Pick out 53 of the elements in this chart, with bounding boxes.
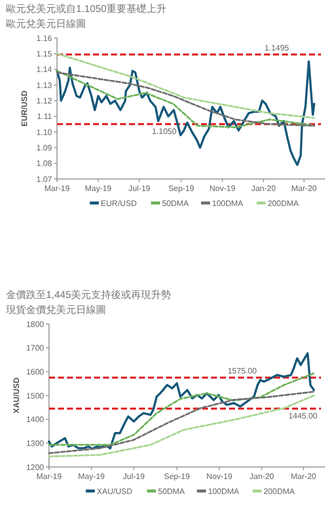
legend-label: 100DMA bbox=[212, 198, 244, 208]
y-tick-label: 1.07 bbox=[36, 174, 53, 184]
y-axis-title: XAU/USD bbox=[12, 377, 21, 414]
y-tick-label: 1.08 bbox=[36, 159, 53, 168]
chart-title: 金價跌至1,445美元支持後或再現升勢 bbox=[6, 289, 172, 301]
ref-line-label: 1.1050 bbox=[152, 127, 177, 136]
y-tick-label: 1.14 bbox=[36, 65, 53, 74]
x-tick-label: Sep-19 bbox=[164, 472, 190, 481]
ref-line-label: 1445.00 bbox=[288, 412, 318, 421]
x-tick-label: Mar-19 bbox=[44, 184, 70, 193]
y-tick-label: 1.09 bbox=[36, 143, 53, 152]
y-tick-label: 1200 bbox=[26, 462, 45, 472]
y-tick-label: 1800 bbox=[26, 320, 45, 329]
legend-label: EUR/USD bbox=[100, 198, 138, 208]
x-tick-label: May-19 bbox=[84, 184, 112, 193]
line-series bbox=[48, 352, 315, 450]
x-tick-label: Nov-19 bbox=[209, 184, 236, 193]
legend-label: 50DMA bbox=[162, 198, 190, 208]
x-tick-label: Mar-20 bbox=[291, 184, 318, 193]
y-tick-label: 1.13 bbox=[36, 80, 53, 90]
x-tick-label: Mar-19 bbox=[36, 472, 62, 481]
x-tick-label: Jul-19 bbox=[122, 472, 146, 481]
y-tick-label: 1600 bbox=[26, 367, 45, 376]
line-series bbox=[56, 52, 316, 119]
line-series bbox=[48, 372, 315, 446]
line-series bbox=[56, 60, 316, 166]
legend-label: 100DMA bbox=[208, 486, 240, 496]
y-tick-label: 1700 bbox=[26, 344, 45, 353]
legend-label: XAU/USD bbox=[96, 486, 133, 496]
y-tick-label: 1400 bbox=[26, 415, 45, 424]
y-tick-label: 1500 bbox=[26, 391, 45, 400]
legend-label: 50DMA bbox=[158, 486, 186, 496]
x-tick-label: Sep-19 bbox=[168, 184, 195, 193]
y-axis-title: EUR/USD bbox=[20, 90, 29, 127]
y-tick-label: 1300 bbox=[26, 438, 45, 448]
legend-label: 200DMA bbox=[264, 486, 296, 496]
x-tick-label: Jul-19 bbox=[128, 184, 151, 193]
x-tick-label: Nov-19 bbox=[206, 472, 233, 481]
legend-label: 200DMA bbox=[268, 198, 300, 208]
x-tick-label: May-19 bbox=[78, 472, 106, 481]
ref-line-label: 1.1495 bbox=[264, 43, 290, 52]
y-tick-label: 1.10 bbox=[36, 128, 53, 137]
x-tick-label: Jan-20 bbox=[250, 472, 275, 481]
ref-line-label: 1575.00 bbox=[228, 366, 258, 376]
y-tick-label: 1.12 bbox=[36, 96, 53, 106]
y-tick-label: 1.11 bbox=[37, 112, 53, 122]
y-tick-label: 1.16 bbox=[36, 34, 53, 43]
chart-subtitle: 現貨金價兌美元日線圖 bbox=[6, 304, 106, 316]
chart-title: 歐元兌美元或自1.1050重要基礎上升 bbox=[6, 3, 167, 15]
chart-subtitle: 歐元兌美元日線圖 bbox=[6, 18, 86, 30]
x-tick-label: Mar-20 bbox=[290, 472, 317, 481]
x-tick-label: Jan-20 bbox=[251, 184, 276, 193]
y-tick-label: 1.15 bbox=[36, 49, 53, 58]
